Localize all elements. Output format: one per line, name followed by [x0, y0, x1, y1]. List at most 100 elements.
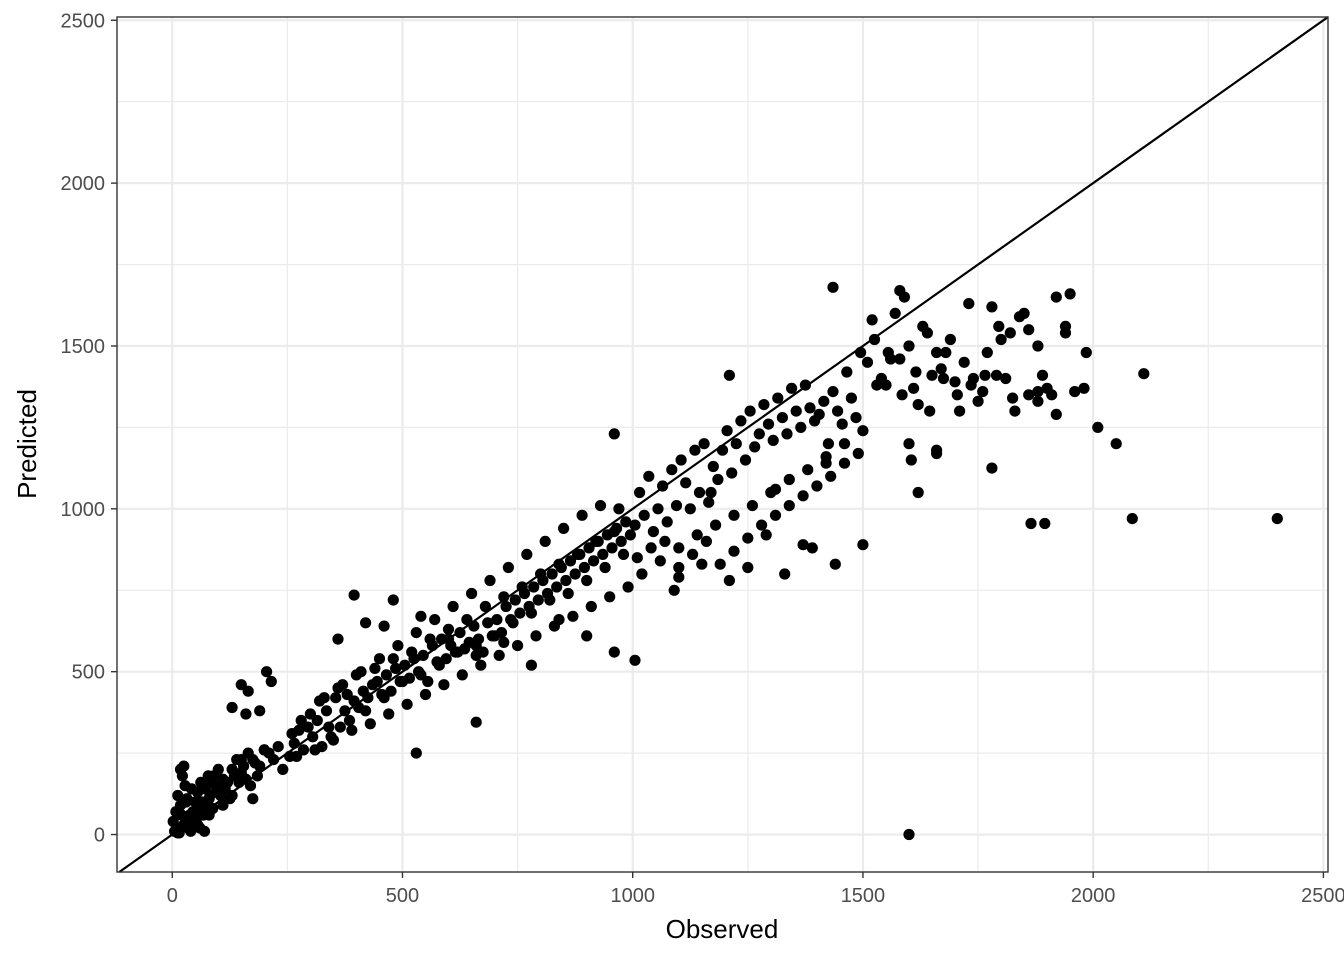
scatter-point	[944, 333, 957, 346]
scatter-point	[461, 614, 473, 626]
scatter-point	[525, 659, 538, 671]
scatter-point	[940, 346, 952, 359]
scatter-point	[479, 600, 491, 613]
scatter-point	[608, 646, 620, 658]
scatter-point	[871, 379, 883, 391]
scatter-point	[277, 763, 289, 776]
scatter-point	[1018, 307, 1030, 319]
scatter-point	[990, 369, 1003, 381]
scatter-point	[578, 561, 591, 574]
scatter-point	[659, 535, 671, 548]
scatter-point	[896, 389, 908, 401]
scatter-point	[244, 780, 257, 792]
scatter-point	[954, 405, 966, 417]
scatter-point	[378, 620, 390, 632]
scatter-point	[532, 594, 544, 606]
scatter-point	[742, 532, 754, 544]
scatter-point	[986, 462, 998, 474]
scatter-point	[912, 399, 924, 411]
scatter-point	[703, 496, 715, 508]
scatter-point	[827, 281, 839, 293]
scatter-point	[560, 574, 572, 587]
scatter-point	[1092, 421, 1104, 433]
scatter-point	[935, 363, 947, 375]
scatter-point	[661, 516, 673, 528]
scatter-point	[470, 640, 482, 652]
scatter-point	[673, 542, 685, 554]
scatter-point	[373, 653, 386, 665]
scatter-point	[1126, 513, 1138, 525]
scatter-point	[1036, 369, 1049, 381]
scatter-point	[178, 760, 190, 772]
scatter-point	[581, 630, 593, 642]
scatter-point	[475, 659, 487, 671]
scatter-point	[634, 486, 646, 499]
scatter-point	[507, 617, 519, 629]
scatter-point	[254, 705, 266, 717]
scatter-point	[779, 568, 791, 580]
scatter-point	[758, 399, 770, 411]
y-axis-title: Predicted	[12, 389, 42, 499]
scatter-point	[355, 666, 367, 678]
scatter-point	[746, 500, 759, 512]
scatter-point	[247, 793, 259, 805]
scatter-point	[735, 415, 747, 427]
scatter-point	[447, 600, 459, 613]
scatter-point	[320, 705, 333, 717]
x-tick-label: 500	[386, 885, 419, 907]
scatter-point	[295, 714, 307, 727]
scatter-point	[387, 653, 399, 665]
scatter-point	[553, 558, 565, 570]
scatter-point	[406, 646, 418, 658]
scatter-point	[979, 369, 991, 381]
scatter-point	[617, 548, 630, 561]
scatter-point	[1025, 517, 1037, 530]
scatter-point	[484, 574, 496, 587]
scatter-point	[1000, 372, 1012, 385]
scatter-point	[498, 591, 510, 603]
scatter-point	[387, 594, 399, 606]
y-tick-label: 2500	[61, 10, 106, 32]
scatter-point	[1046, 389, 1058, 401]
scatter-point	[894, 285, 906, 297]
scatter-point	[226, 789, 238, 802]
scatter-point	[723, 369, 736, 381]
scatter-point	[509, 594, 521, 606]
scatter-point	[558, 522, 570, 535]
scatter-point	[172, 827, 184, 839]
scatter-point	[931, 444, 943, 456]
scatter-point	[967, 372, 980, 385]
scatter-point	[606, 542, 618, 554]
scatter-point	[489, 630, 501, 642]
scatter-point	[217, 799, 229, 811]
scatter-point	[714, 558, 726, 570]
scatter-point	[604, 591, 616, 603]
scatter-point	[433, 659, 445, 671]
scatter-point	[924, 405, 936, 417]
scatter-point	[521, 548, 533, 561]
scatter-point	[654, 555, 666, 567]
scatter-point	[1023, 324, 1035, 336]
scatter-point	[739, 454, 752, 466]
data-points	[167, 281, 1283, 841]
x-tick-label: 0	[167, 885, 178, 907]
scatter-point	[776, 412, 789, 424]
scatter-point	[728, 545, 740, 557]
scatter-point	[861, 356, 874, 368]
scatter-point	[753, 428, 765, 440]
scatter-point	[360, 617, 372, 629]
scatter-point	[226, 701, 238, 714]
scatter-point	[203, 793, 215, 805]
scatter-point	[383, 708, 395, 720]
scatter-point	[986, 301, 998, 313]
scatter-point	[419, 688, 432, 701]
scatter-point	[369, 662, 381, 675]
scatter-point	[643, 470, 655, 482]
scatter-point	[1078, 382, 1090, 394]
scatter-point	[378, 692, 390, 704]
scatter-point	[332, 633, 344, 645]
scatter-point	[265, 675, 277, 688]
scatter-point	[470, 716, 482, 728]
scatter-point	[889, 307, 901, 319]
x-tick-label: 2500	[1301, 885, 1344, 907]
